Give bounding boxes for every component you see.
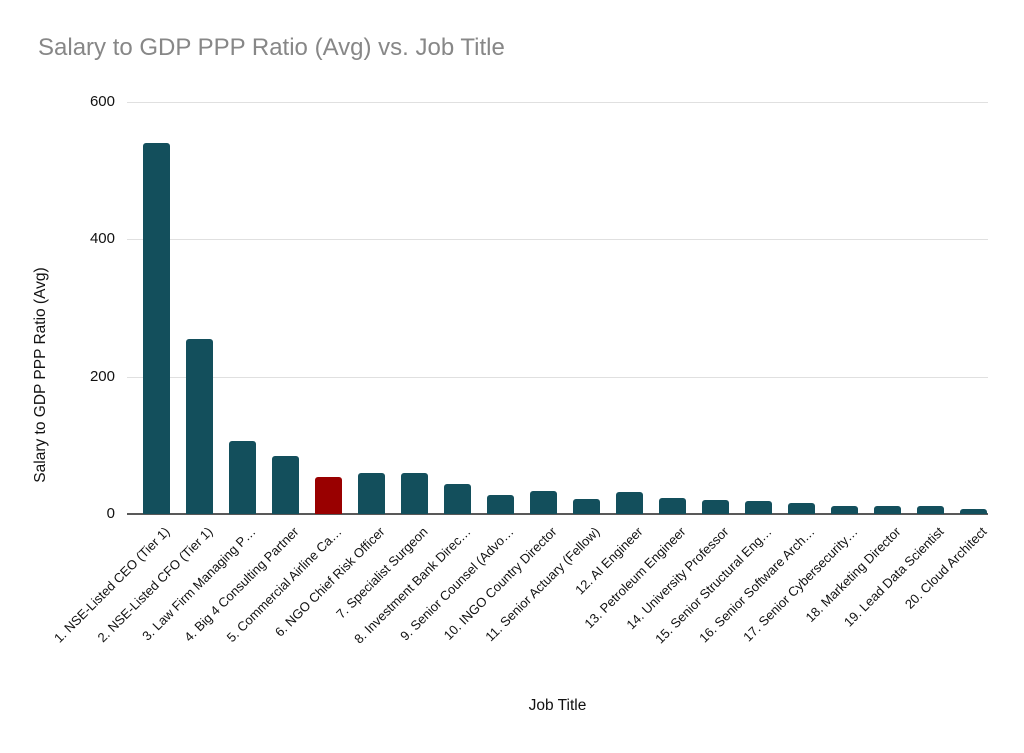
bar-4[interactable] — [272, 456, 299, 514]
bar-11[interactable] — [573, 498, 600, 514]
gridline-600 — [127, 102, 988, 103]
bar-20[interactable] — [960, 509, 987, 514]
chart-title: Salary to GDP PPP Ratio (Avg) vs. Job Ti… — [38, 34, 505, 61]
bar-7[interactable] — [401, 472, 428, 514]
bar-5[interactable] — [315, 476, 342, 514]
bar-6[interactable] — [358, 472, 385, 514]
y-axis-title: Salary to GDP PPP Ratio (Avg) — [32, 267, 49, 483]
y-tick-label-600: 600 — [89, 93, 115, 110]
bar-13[interactable] — [659, 498, 686, 514]
bar-8[interactable] — [444, 483, 471, 514]
bar-15[interactable] — [745, 500, 772, 514]
gridline-400 — [127, 239, 988, 241]
bar-1[interactable] — [143, 143, 170, 514]
y-tick-label-200: 200 — [89, 367, 115, 385]
gridline-200 — [127, 376, 988, 378]
x-axis-title: Job Title — [528, 697, 587, 714]
bar-14[interactable] — [702, 500, 729, 514]
x-axis-line — [127, 513, 988, 515]
bar-17[interactable] — [831, 506, 858, 514]
bar-3[interactable] — [229, 441, 256, 514]
y-tick-label-400: 400 — [89, 230, 115, 248]
y-tick-label-0: 0 — [106, 505, 115, 522]
bar-12[interactable] — [616, 492, 643, 514]
bar-9[interactable] — [487, 495, 514, 514]
bar-19[interactable] — [917, 505, 944, 514]
x-category-label-20: 20. Cloud Architect — [901, 524, 990, 612]
bar-2[interactable] — [186, 338, 213, 514]
bar-18[interactable] — [874, 505, 901, 514]
bar-16[interactable] — [788, 503, 815, 514]
bar-10[interactable] — [530, 490, 557, 514]
